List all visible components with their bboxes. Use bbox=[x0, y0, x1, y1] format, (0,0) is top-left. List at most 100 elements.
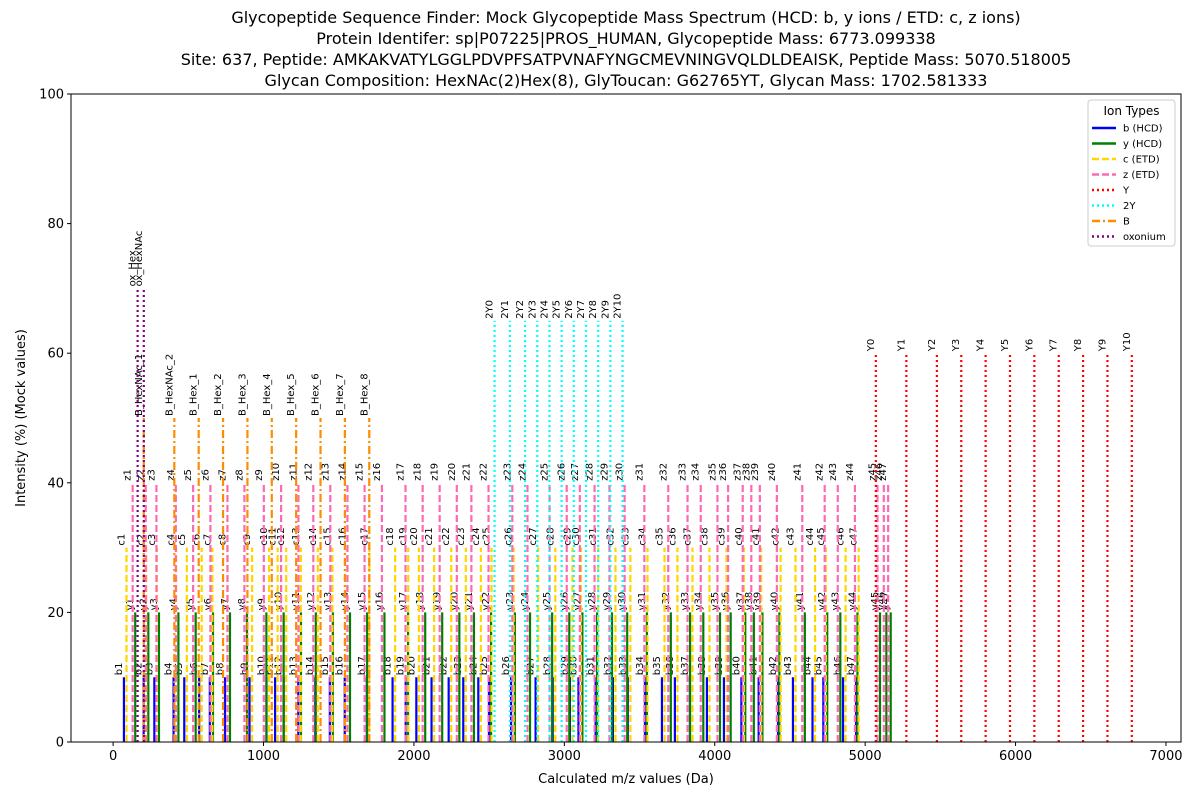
peak-label: c29 bbox=[562, 527, 573, 545]
peak-label: b18 bbox=[383, 656, 394, 675]
peak-label: 2Y2 bbox=[515, 300, 526, 319]
y-axis-ticks: 0 20 40 60 80 100 bbox=[39, 88, 71, 751]
peak-label: b4 bbox=[164, 662, 175, 675]
legend-label-b: b (HCD) bbox=[1123, 124, 1163, 135]
peak-label: ox_HexNAc bbox=[134, 231, 145, 287]
legend-label-oxonium: oxonium bbox=[1123, 232, 1166, 243]
title-line-3: Site: 637, Peptide: AMKAKVATYLGGLPDVPFSA… bbox=[181, 50, 1072, 69]
peak-label: c38 bbox=[699, 527, 710, 545]
peak-label: 2Y6 bbox=[564, 300, 575, 319]
peak-label: 2Y3 bbox=[527, 300, 538, 319]
peak-label: b7 bbox=[200, 662, 211, 675]
peak-label: Y10 bbox=[1122, 332, 1133, 352]
peak-label: z18 bbox=[413, 463, 424, 481]
peak-label: y42 bbox=[817, 592, 828, 611]
peak-label: y37 bbox=[735, 592, 746, 611]
peak-label: z13 bbox=[320, 463, 331, 481]
peak-label: y35 bbox=[710, 592, 721, 611]
peak-label: y43 bbox=[830, 592, 841, 611]
peak-label: b28 bbox=[543, 656, 554, 675]
legend-label-y: y (HCD) bbox=[1123, 139, 1162, 150]
peak-label: Y7 bbox=[1049, 339, 1060, 352]
plot-area: b1b2b3b4b5b6b7b8b9b10b11b12b13b14b15b16b… bbox=[114, 231, 1133, 742]
peak-label: c30 bbox=[571, 527, 582, 545]
peak-label: y1 bbox=[125, 598, 136, 610]
peak-label: z43 bbox=[828, 463, 839, 481]
peak-label: z39 bbox=[750, 463, 761, 481]
peak-label: z10 bbox=[271, 463, 282, 481]
peak-label: y22 bbox=[481, 592, 492, 611]
peak-label: c20 bbox=[409, 527, 420, 545]
peak-label: c33 bbox=[620, 527, 631, 545]
legend-label-B: B bbox=[1123, 217, 1130, 228]
peak-label: 2Y10 bbox=[613, 294, 624, 319]
peak-label: y47 bbox=[881, 592, 892, 611]
x-axis-ticks: 0 1000 2000 3000 4000 5000 6000 7000 bbox=[109, 742, 1183, 764]
peak-label: b15 bbox=[320, 656, 331, 675]
peak-label: b20 bbox=[406, 656, 417, 675]
peak-label: Y5 bbox=[1000, 339, 1011, 352]
peak-label: B_Hex_8 bbox=[359, 373, 370, 416]
plot-frame bbox=[70, 93, 1182, 743]
peak-label: y6 bbox=[203, 598, 214, 610]
peak-label: y38 bbox=[744, 592, 755, 611]
peak-label: b2 bbox=[134, 662, 145, 675]
peak-label: z28 bbox=[585, 463, 596, 481]
peak-label: y44 bbox=[847, 592, 858, 611]
peak-label: 2Y0 bbox=[485, 300, 496, 319]
peak-label: c4 bbox=[166, 534, 177, 546]
peak-label: c45 bbox=[816, 527, 827, 545]
legend-label-2Y: 2Y bbox=[1123, 201, 1136, 212]
peak-label: z3 bbox=[146, 469, 157, 481]
peak-label: b14 bbox=[305, 656, 316, 675]
y-tick-label: 40 bbox=[47, 476, 64, 491]
peak-label: y31 bbox=[637, 592, 648, 611]
peak-label: c22 bbox=[441, 527, 452, 545]
peak-label: b43 bbox=[783, 656, 794, 675]
peak-label: B_Hex_4 bbox=[262, 373, 273, 416]
title-line-2: Protein Identifer: sp|P07225|PROS_HUMAN,… bbox=[316, 29, 935, 49]
peak-label: 2Y1 bbox=[500, 300, 511, 319]
peak-label: z16 bbox=[372, 463, 383, 481]
peak-label: b25 bbox=[479, 656, 490, 675]
legend-label-z: z (ETD) bbox=[1123, 170, 1159, 181]
peak-label: z20 bbox=[447, 463, 458, 481]
peak-label: B_Hex_2 bbox=[213, 373, 224, 416]
peak-label: z17 bbox=[396, 463, 407, 481]
legend-label-c: c (ETD) bbox=[1123, 155, 1160, 166]
y-tick-label: 80 bbox=[47, 217, 64, 232]
peak-label: b45 bbox=[813, 656, 824, 675]
peak-label: b44 bbox=[803, 656, 814, 675]
peak-label: B_Hex_3 bbox=[237, 373, 248, 416]
peak-label: b16 bbox=[335, 656, 346, 675]
peak-label: c34 bbox=[638, 527, 649, 545]
peak-label: z11 bbox=[288, 463, 299, 481]
peak-label: c35 bbox=[655, 527, 666, 545]
peak-label: z19 bbox=[430, 463, 441, 481]
peak-label: z4 bbox=[166, 469, 177, 481]
peak-label: b40 bbox=[731, 656, 742, 675]
peak-label: z6 bbox=[200, 469, 211, 481]
y-axis-label: Intensity (%) (Mock values) bbox=[14, 329, 29, 507]
peak-label: z35 bbox=[707, 463, 718, 481]
peak-label: c36 bbox=[667, 527, 678, 545]
peak-label: z9 bbox=[254, 469, 265, 481]
series-2Y: 2Y0 2Y1 2Y2 2Y3 2Y4 2Y5 2Y6 2Y7 2Y8 2Y9 2Y10 bbox=[485, 294, 624, 742]
peak-label: y15 bbox=[357, 592, 368, 611]
peak-label: z23 bbox=[502, 463, 513, 481]
peak-label: y21 bbox=[464, 592, 475, 611]
peak-label: y17 bbox=[398, 592, 409, 611]
peak-label: z46 bbox=[874, 463, 885, 481]
peak-label: B_HexNAc_2 bbox=[164, 354, 175, 416]
peak-label: z1 bbox=[123, 469, 134, 481]
peak-label: c9 bbox=[242, 534, 253, 546]
peak-label: y40 bbox=[769, 592, 780, 611]
peak-label: b42 bbox=[768, 656, 779, 675]
peak-label: c7 bbox=[202, 534, 213, 546]
peak-label: z15 bbox=[355, 463, 366, 481]
peak-label: c39 bbox=[716, 527, 727, 545]
x-tick-label: 3000 bbox=[548, 749, 581, 764]
legend-frame bbox=[1087, 99, 1176, 247]
peak-label: b5 bbox=[174, 662, 185, 675]
legend: Ion Types b (HCD) y (HCD) c (ETD) z (ETD) Y 2Y… bbox=[1087, 99, 1176, 247]
